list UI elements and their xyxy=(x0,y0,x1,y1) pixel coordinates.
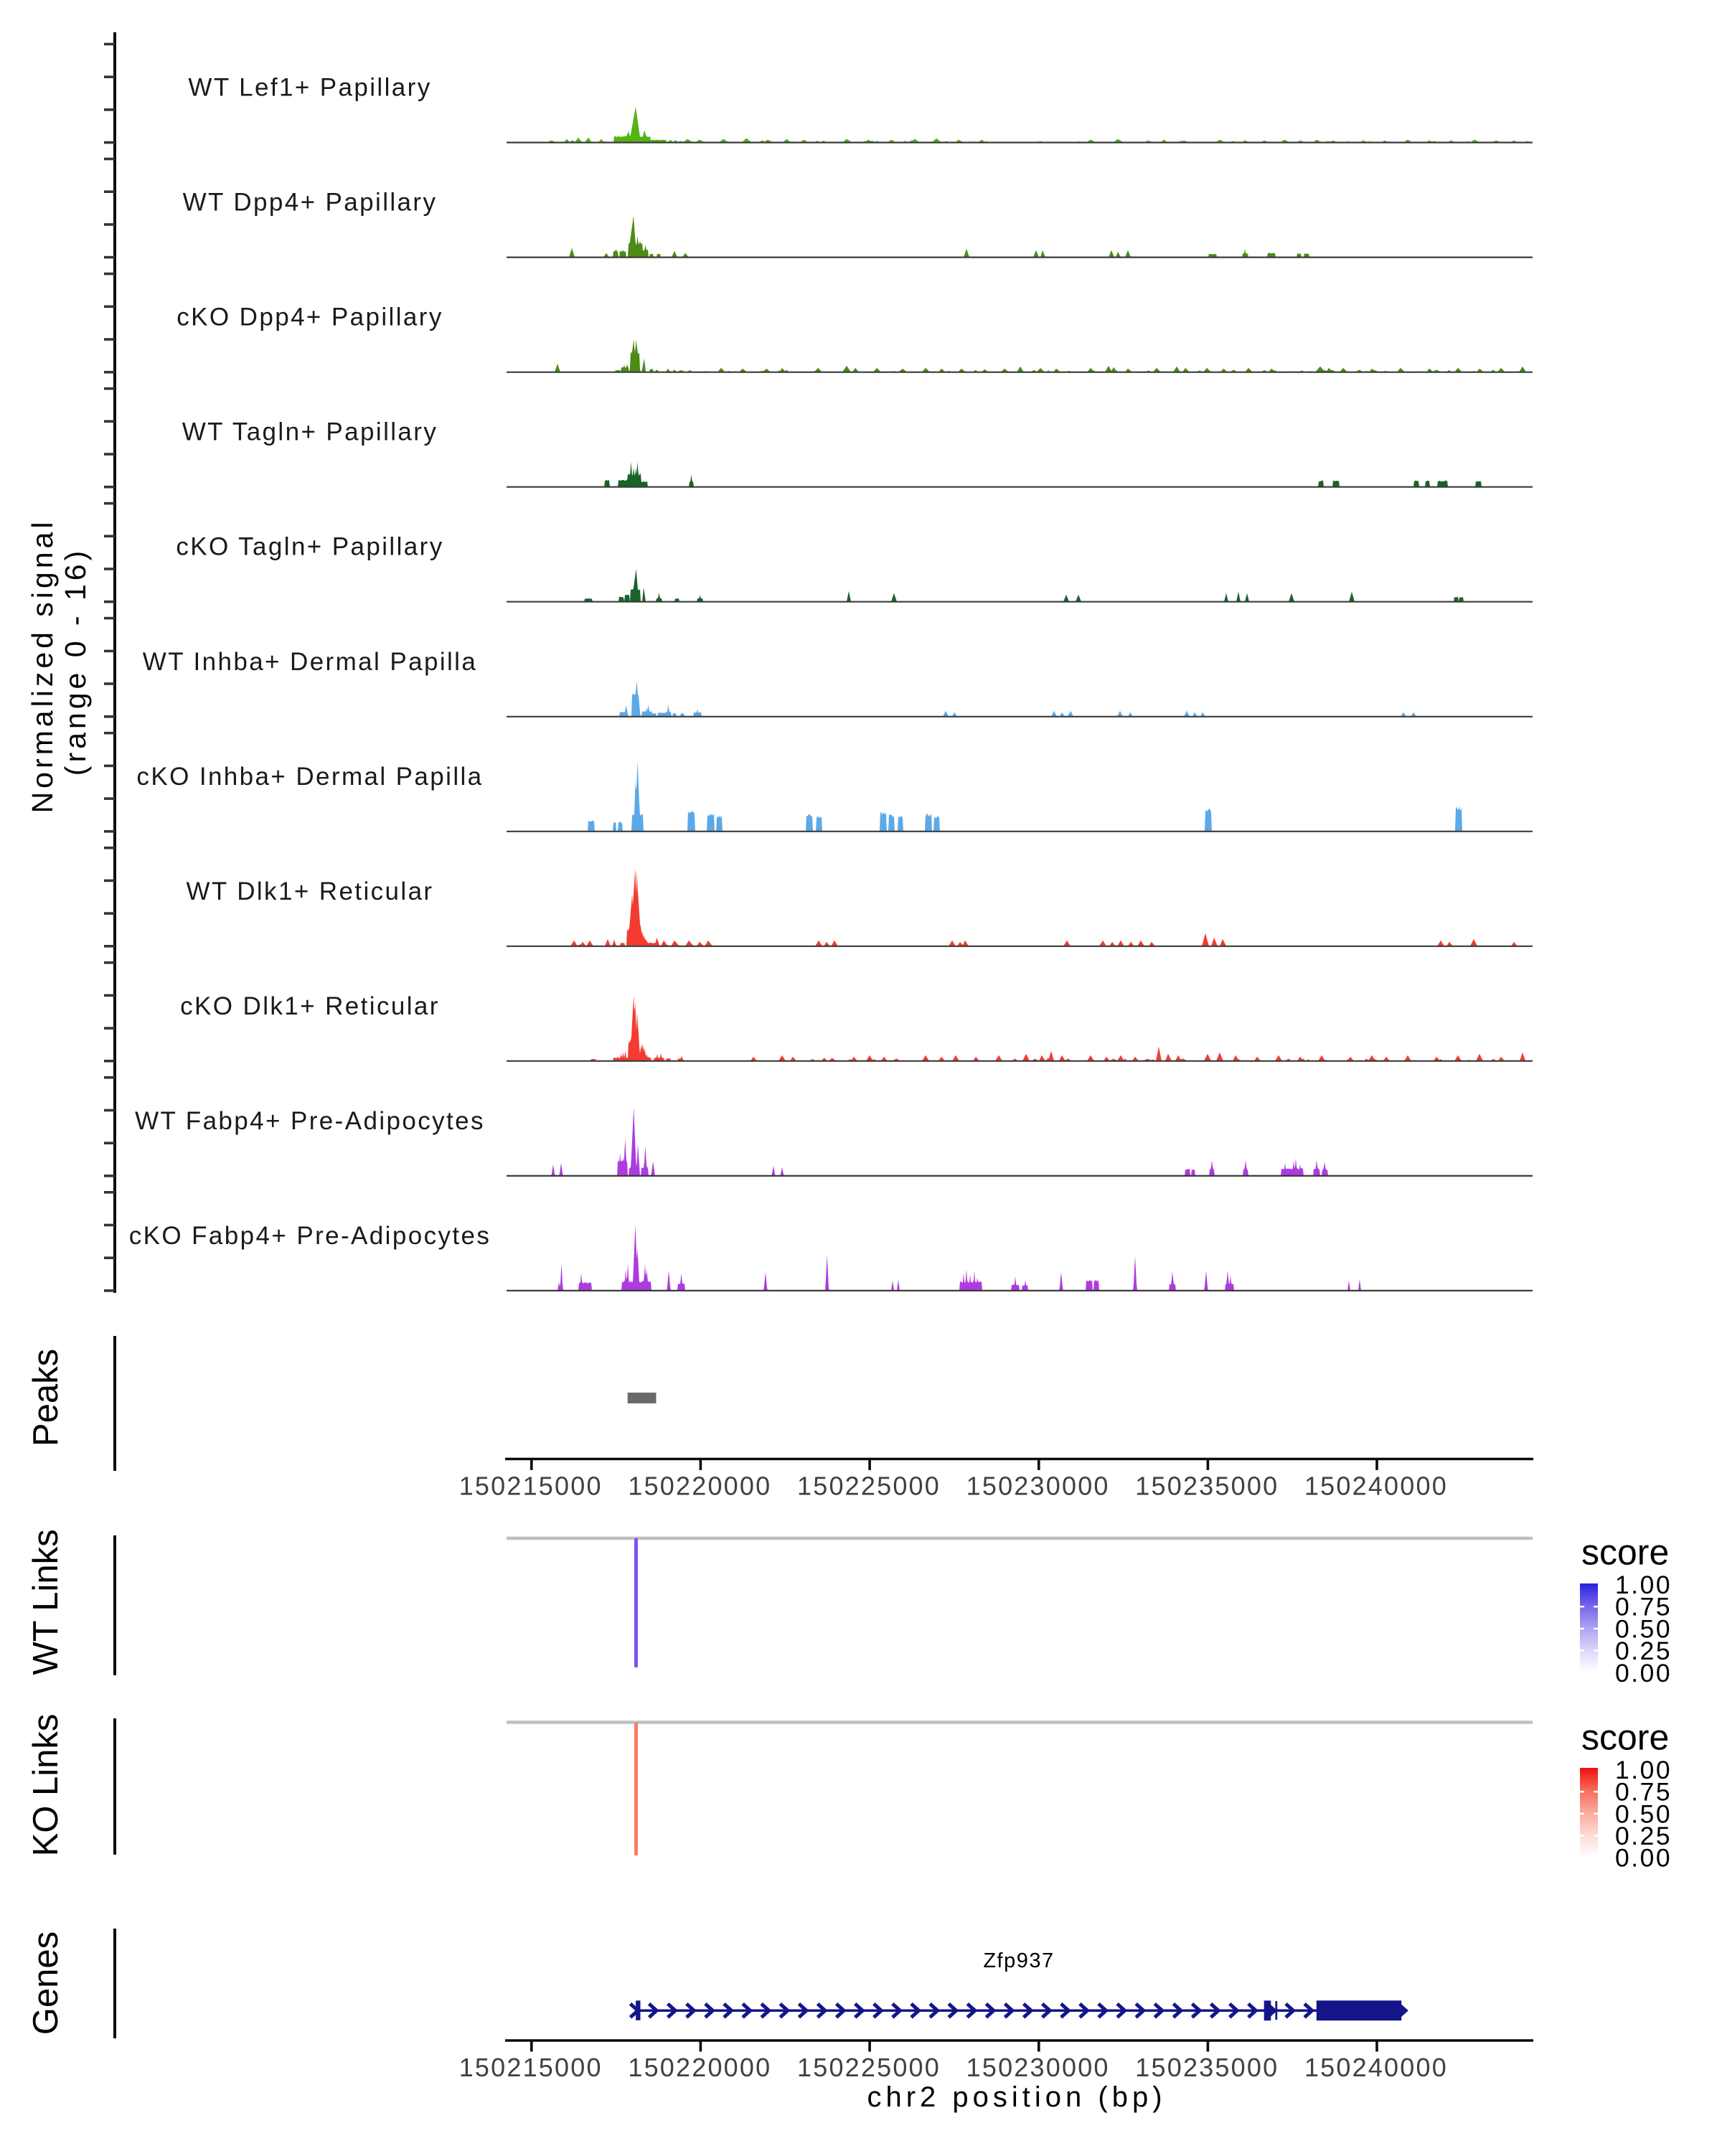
svg-text:Normalized signal: Normalized signal xyxy=(26,519,59,814)
svg-text:cKO Fabp4+ Pre-Adipocytes: cKO Fabp4+ Pre-Adipocytes xyxy=(129,1222,491,1250)
svg-text:WT Dpp4+ Papillary: WT Dpp4+ Papillary xyxy=(183,189,438,217)
svg-text:0.75: 0.75 xyxy=(1615,1593,1672,1621)
svg-text:0.75: 0.75 xyxy=(1615,1778,1672,1807)
svg-text:cKO Inhba+ Dermal Papilla: cKO Inhba+ Dermal Papilla xyxy=(136,763,483,791)
svg-text:150240000: 150240000 xyxy=(1304,1472,1448,1501)
svg-text:WT Lef1+ Papillary: WT Lef1+ Papillary xyxy=(188,74,431,102)
svg-text:150235000: 150235000 xyxy=(1135,1472,1279,1501)
svg-text:1.00: 1.00 xyxy=(1615,1571,1672,1599)
svg-text:150230000: 150230000 xyxy=(966,1472,1110,1501)
svg-text:chr2 position (bp): chr2 position (bp) xyxy=(867,2081,1166,2113)
svg-text:150220000: 150220000 xyxy=(628,1472,771,1501)
svg-text:score: score xyxy=(1581,1533,1669,1573)
svg-text:0.00: 0.00 xyxy=(1615,1844,1672,1873)
svg-text:0.25: 0.25 xyxy=(1615,1822,1672,1850)
svg-text:0.00: 0.00 xyxy=(1615,1659,1672,1687)
svg-text:150235000: 150235000 xyxy=(1135,2053,1279,2082)
svg-text:WT Tagln+ Papillary: WT Tagln+ Papillary xyxy=(182,418,438,446)
svg-text:Zfp937: Zfp937 xyxy=(983,1949,1054,1972)
svg-text:Peaks: Peaks xyxy=(27,1349,65,1446)
svg-text:150230000: 150230000 xyxy=(966,2053,1110,2082)
svg-text:WT Dlk1+ Reticular: WT Dlk1+ Reticular xyxy=(187,877,434,905)
svg-text:cKO Dpp4+ Papillary: cKO Dpp4+ Papillary xyxy=(177,303,443,331)
svg-text:150215000: 150215000 xyxy=(459,1472,603,1501)
svg-text:150215000: 150215000 xyxy=(459,2053,603,2082)
svg-text:cKO Tagln+ Papillary: cKO Tagln+ Papillary xyxy=(176,533,443,561)
svg-text:(range 0 - 16): (range 0 - 16) xyxy=(59,547,92,776)
svg-text:150220000: 150220000 xyxy=(628,2053,771,2082)
svg-text:WT Links: WT Links xyxy=(27,1529,65,1675)
svg-text:0.50: 0.50 xyxy=(1615,1614,1672,1643)
svg-text:150225000: 150225000 xyxy=(797,2053,941,2082)
svg-text:1.00: 1.00 xyxy=(1615,1756,1672,1784)
svg-text:0.25: 0.25 xyxy=(1615,1637,1672,1665)
svg-text:150240000: 150240000 xyxy=(1304,2053,1448,2082)
svg-text:WT Fabp4+ Pre-Adipocytes: WT Fabp4+ Pre-Adipocytes xyxy=(135,1107,485,1135)
svg-text:KO Links: KO Links xyxy=(27,1714,65,1857)
svg-text:0.50: 0.50 xyxy=(1615,1799,1672,1828)
svg-text:150225000: 150225000 xyxy=(797,1472,941,1501)
svg-text:Genes: Genes xyxy=(27,1931,65,2035)
svg-text:score: score xyxy=(1581,1718,1669,1758)
svg-text:cKO Dlk1+ Reticular: cKO Dlk1+ Reticular xyxy=(180,992,440,1020)
svg-text:WT Inhba+ Dermal Papilla: WT Inhba+ Dermal Papilla xyxy=(143,648,477,676)
